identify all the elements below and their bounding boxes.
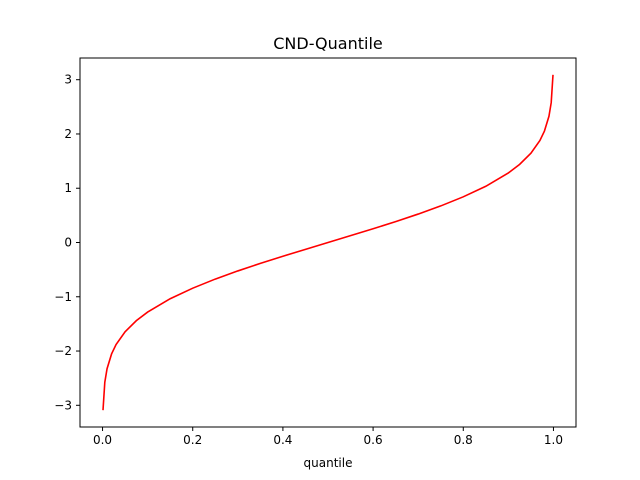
x-tick-label: 0.0 (93, 433, 112, 447)
y-tick-label: −1 (54, 290, 72, 304)
y-tick-label: 3 (64, 73, 72, 87)
chart-title: CND-Quantile (273, 34, 383, 53)
y-axis: −3 −2 −1 0 1 2 3 (54, 73, 80, 412)
series-line (102, 74, 554, 411)
x-tick-label: 0.4 (273, 433, 292, 447)
x-axis-label: quantile (304, 456, 353, 470)
y-tick-label: 2 (64, 127, 72, 141)
x-tick-label: 0.6 (364, 433, 383, 447)
y-tick-label: −3 (54, 398, 72, 412)
x-tick-label: 0.8 (454, 433, 473, 447)
x-tick-label: 0.2 (183, 433, 202, 447)
x-axis: 0.0 0.2 0.4 0.6 0.8 1.0 (93, 427, 563, 447)
x-tick-label: 1.0 (544, 433, 563, 447)
y-tick-label: −2 (54, 344, 72, 358)
y-tick-label: 1 (64, 181, 72, 195)
y-tick-label: 0 (64, 236, 72, 250)
